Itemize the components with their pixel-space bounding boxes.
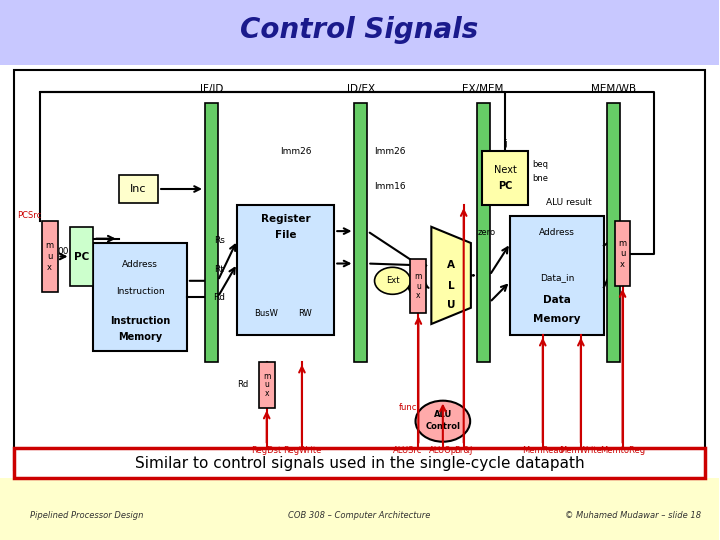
Text: ALUOp: ALUOp: [429, 447, 457, 455]
Text: L: L: [448, 281, 454, 291]
Text: Memory: Memory: [118, 333, 162, 342]
Bar: [258, 362, 274, 408]
Text: PCSrc: PCSrc: [17, 212, 41, 220]
Text: Instruction: Instruction: [110, 316, 171, 326]
Text: x: x: [620, 260, 625, 269]
Text: BusW: BusW: [254, 309, 279, 318]
Text: beq: beq: [532, 160, 548, 169]
Text: Address: Address: [539, 228, 575, 237]
Polygon shape: [431, 227, 471, 324]
Text: 00: 00: [58, 247, 69, 255]
Text: u: u: [47, 252, 53, 261]
Text: EX/MEM: EX/MEM: [462, 84, 504, 94]
Bar: [608, 103, 621, 362]
Text: Br&J: Br&J: [454, 447, 473, 455]
Text: bne: bne: [532, 174, 548, 183]
Text: j: j: [504, 139, 506, 147]
Text: Rd: Rd: [213, 293, 225, 301]
Text: u: u: [264, 380, 269, 389]
Text: Pipelined Processor Design: Pipelined Processor Design: [30, 511, 143, 520]
Text: Imm26: Imm26: [280, 147, 312, 156]
Text: MemRead: MemRead: [522, 447, 564, 455]
Text: Rd: Rd: [238, 380, 248, 389]
Text: © Muhamed Mudawar – slide 18: © Muhamed Mudawar – slide 18: [564, 511, 701, 520]
Text: RegWrite: RegWrite: [283, 447, 321, 455]
Text: x: x: [47, 263, 52, 272]
Text: ALUSrc: ALUSrc: [393, 447, 423, 455]
Text: Memory: Memory: [534, 314, 581, 323]
Bar: [410, 259, 426, 313]
Text: Imm26: Imm26: [374, 147, 405, 156]
Text: MemtoReg: MemtoReg: [600, 447, 645, 455]
Bar: [0, 478, 719, 540]
Text: func: func: [400, 403, 418, 412]
Text: IF/ID: IF/ID: [199, 84, 223, 94]
Text: Imm16: Imm16: [374, 182, 405, 191]
Text: MEM/WB: MEM/WB: [591, 84, 636, 94]
Bar: [42, 221, 58, 292]
Text: U: U: [447, 300, 455, 310]
Text: COB 308 – Computer Architecture: COB 308 – Computer Architecture: [288, 511, 431, 520]
Text: RegDst: RegDst: [251, 447, 282, 455]
Bar: [94, 243, 187, 351]
Text: m: m: [415, 272, 422, 281]
Text: u: u: [416, 282, 420, 291]
Circle shape: [374, 267, 410, 294]
Text: u: u: [620, 249, 625, 258]
Bar: [477, 103, 490, 362]
Bar: [354, 103, 367, 362]
Bar: [119, 176, 158, 202]
Text: File: File: [275, 230, 297, 240]
Text: Ext: Ext: [386, 276, 400, 285]
Text: m: m: [618, 239, 626, 247]
Bar: [0, 0, 719, 65]
Bar: [14, 448, 704, 478]
Circle shape: [415, 401, 470, 442]
Text: Data_in: Data_in: [540, 274, 575, 282]
Text: m: m: [263, 372, 271, 381]
Bar: [615, 221, 631, 286]
Text: Rs: Rs: [214, 236, 225, 245]
Text: Data: Data: [543, 295, 571, 305]
Text: PC: PC: [74, 252, 89, 261]
Text: x: x: [264, 389, 269, 398]
Text: Rt: Rt: [215, 266, 224, 274]
Text: ALU: ALU: [433, 410, 452, 419]
Text: Similar to control signals used in the single-cycle datapath: Similar to control signals used in the s…: [135, 456, 584, 471]
Text: A: A: [447, 260, 455, 269]
Bar: [482, 151, 528, 205]
Text: zero: zero: [478, 228, 496, 237]
Text: m: m: [45, 241, 54, 250]
Text: Address: Address: [122, 260, 158, 269]
Text: Register: Register: [261, 214, 310, 224]
Bar: [237, 205, 334, 335]
Text: Control: Control: [426, 422, 460, 431]
Text: Inc: Inc: [130, 184, 147, 194]
Text: MemWrite: MemWrite: [559, 447, 603, 455]
Text: ALU result: ALU result: [546, 198, 592, 207]
Text: Control Signals: Control Signals: [240, 16, 479, 44]
Text: Next: Next: [494, 165, 516, 175]
Text: ID/EX: ID/EX: [347, 84, 375, 94]
Bar: [14, 70, 704, 470]
Text: x: x: [416, 292, 420, 300]
Bar: [205, 103, 218, 362]
Text: RW: RW: [298, 309, 312, 318]
Bar: [71, 227, 94, 286]
Bar: [510, 216, 604, 335]
Text: PC: PC: [498, 181, 512, 191]
Text: Instruction: Instruction: [116, 287, 164, 296]
